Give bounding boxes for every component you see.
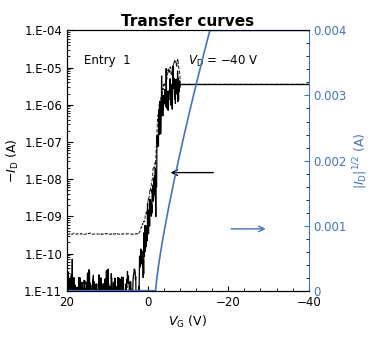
Y-axis label: $|I_\mathrm{D}|^{1/2}$ (A): $|I_\mathrm{D}|^{1/2}$ (A) [351, 132, 370, 189]
X-axis label: $V_\mathrm{G}$ (V): $V_\mathrm{G}$ (V) [169, 314, 207, 330]
Text: Entry  1: Entry 1 [84, 54, 131, 67]
Text: $V_\mathrm{D}$ = $-$40 V: $V_\mathrm{D}$ = $-$40 V [188, 54, 259, 69]
Title: Transfer curves: Transfer curves [121, 14, 254, 29]
Y-axis label: $-I_\mathrm{D}$ (A): $-I_\mathrm{D}$ (A) [5, 138, 21, 183]
